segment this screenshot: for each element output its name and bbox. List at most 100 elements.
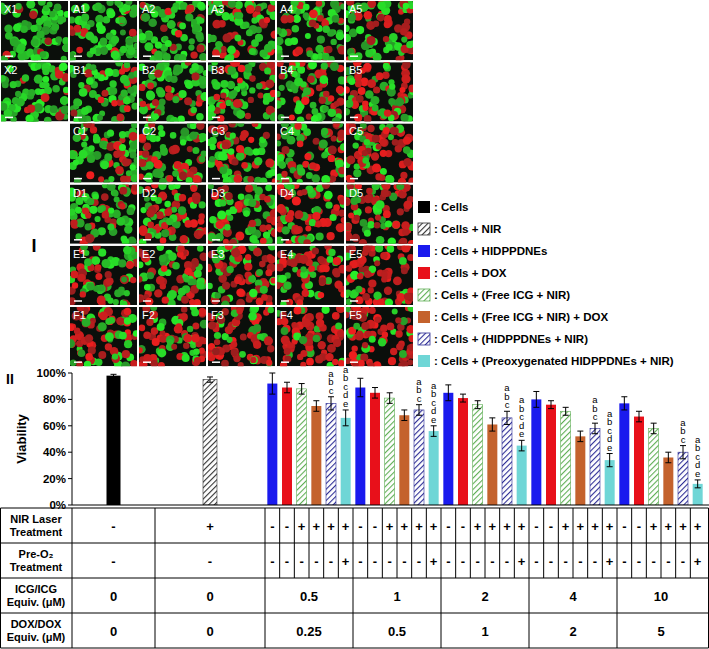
cell-dot	[366, 188, 373, 195]
scale-bar	[212, 117, 220, 119]
cell-dot	[97, 206, 104, 213]
cell-dot	[87, 198, 94, 205]
cell-dot	[179, 23, 186, 30]
cell-dot	[93, 134, 99, 140]
cell-dot	[265, 159, 274, 168]
cell-dot	[168, 252, 177, 261]
micrograph-label: D1	[73, 187, 87, 199]
cell-dot	[225, 192, 233, 200]
cell-dot	[384, 109, 391, 116]
cell-dot	[117, 114, 125, 121]
micrograph	[346, 123, 413, 182]
cell-dot	[147, 272, 154, 279]
micrograph-label: D2	[142, 187, 156, 199]
cell-dot	[61, 105, 68, 114]
cell-dot	[269, 169, 275, 176]
cell-dot	[264, 68, 271, 75]
cell-dot	[85, 32, 94, 41]
cell-dot	[266, 224, 272, 230]
cell-dot	[362, 150, 368, 156]
cell-dot	[328, 146, 337, 155]
cell-dot	[301, 97, 309, 105]
scale-bar	[350, 178, 358, 180]
cell-dot	[144, 284, 151, 291]
micrograph-label: B4	[280, 64, 293, 76]
cell-dot	[86, 171, 94, 179]
cell-dot	[105, 68, 113, 76]
cell-dot	[338, 46, 345, 55]
cell-dot	[295, 47, 303, 55]
cell-dot	[104, 153, 112, 161]
cell-dot	[267, 62, 275, 68]
cell-dot	[139, 84, 146, 91]
cell-dot	[184, 97, 192, 105]
cell-dot	[373, 53, 382, 60]
cell-dot	[251, 39, 259, 47]
cell-dot	[252, 123, 259, 127]
cell-dot	[191, 19, 197, 25]
cell-dot	[145, 79, 154, 88]
cell-dot	[224, 224, 230, 230]
cell-dot	[166, 75, 172, 81]
cell-dot	[376, 144, 382, 150]
cell-dot	[297, 179, 303, 183]
cell-dot	[347, 177, 355, 183]
cell-dot	[220, 80, 228, 88]
cell-dot	[133, 71, 137, 78]
cell-dot	[277, 91, 281, 98]
cell-dot	[362, 157, 368, 163]
cell-dot	[271, 30, 276, 38]
cell-dot	[139, 159, 146, 167]
micrograph	[208, 246, 275, 305]
cell-dot	[200, 54, 206, 60]
cell-dot	[114, 197, 120, 203]
cell-dot	[290, 37, 298, 45]
cell-dot	[248, 97, 254, 103]
cell-dot	[95, 273, 102, 280]
cell-dot	[115, 166, 124, 175]
cell-dot	[50, 105, 58, 113]
micrograph-bg	[139, 185, 206, 244]
cell-dot	[190, 185, 197, 192]
cell-dot	[157, 89, 165, 97]
cell-dot	[255, 6, 261, 12]
micrograph	[346, 185, 413, 244]
cell-dot	[16, 46, 24, 54]
cell-dot	[120, 275, 129, 284]
cell-dot	[289, 115, 295, 121]
micrograph-bg	[346, 123, 413, 182]
micrograph-bg	[70, 123, 137, 182]
cell-dot	[233, 99, 242, 108]
cell-dot	[146, 91, 155, 100]
cell-dot	[294, 227, 302, 235]
cell-dot	[222, 140, 231, 149]
cell-dot	[180, 235, 189, 244]
cell-dot	[178, 288, 186, 296]
cell-dot	[303, 12, 309, 18]
cell-dot	[297, 117, 305, 122]
cell-dot	[398, 178, 406, 183]
cell-dot	[372, 163, 381, 172]
micrograph-bg	[277, 123, 344, 182]
cell-dot	[71, 271, 79, 279]
cell-dot	[244, 147, 252, 155]
micrograph-bg	[277, 1, 344, 60]
cell-dot	[123, 246, 131, 254]
cell-dot	[401, 37, 407, 43]
cell-dot	[340, 143, 344, 151]
cell-dot	[389, 83, 395, 89]
cell-dot	[120, 30, 126, 36]
cell-dot	[295, 210, 304, 219]
cell-dot	[385, 220, 392, 227]
cell-dot	[237, 78, 243, 84]
micrograph-label: X1	[4, 3, 17, 15]
micrograph-label: E2	[142, 248, 155, 260]
cell-dot	[396, 185, 404, 191]
scale-bar	[143, 239, 151, 241]
cell-dot	[319, 97, 326, 104]
cell-dot	[35, 63, 41, 69]
cell-dot	[392, 139, 399, 146]
cell-dot	[400, 28, 408, 36]
cell-dot	[134, 157, 137, 164]
micrograph	[139, 1, 206, 60]
